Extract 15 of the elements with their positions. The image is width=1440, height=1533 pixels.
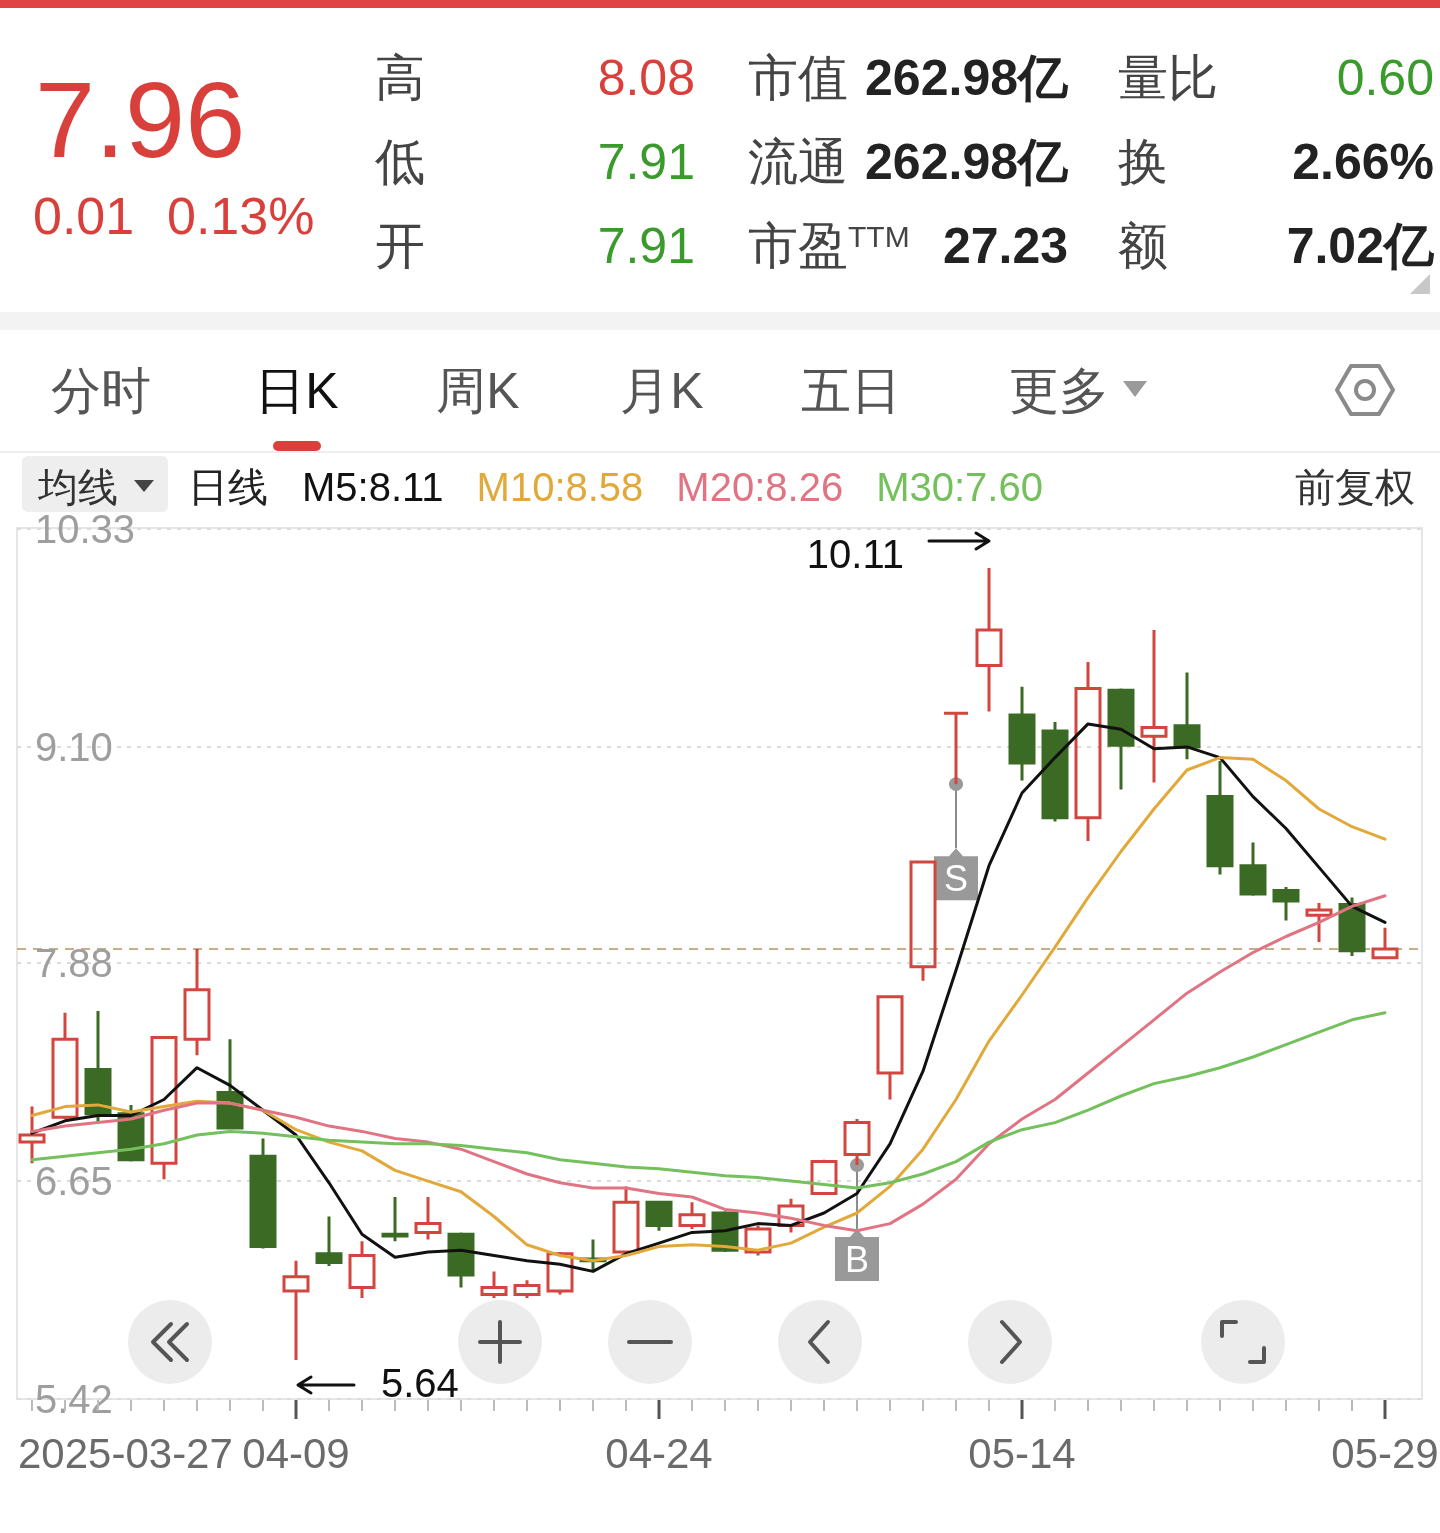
xtick: 05-14 bbox=[968, 1430, 1076, 1477]
ytick: 7.88 bbox=[35, 941, 113, 986]
xtick: 04-24 bbox=[605, 1430, 713, 1477]
ma-menu: 均线 bbox=[38, 465, 118, 509]
xtick: 04-09 bbox=[242, 1430, 350, 1477]
ytick: 6.65 bbox=[35, 1159, 113, 1204]
ytick: 9.10 bbox=[35, 724, 113, 769]
ytick: 10.33 bbox=[35, 507, 136, 551]
adjust-label: 前复权 bbox=[1295, 465, 1415, 509]
note-min: 5.64 bbox=[381, 1361, 459, 1405]
ytick: 5.42 bbox=[35, 1377, 113, 1421]
xtick: 05-29 bbox=[1331, 1430, 1439, 1477]
period-label: 日线 bbox=[188, 465, 268, 509]
note-max: 10.11 bbox=[806, 532, 904, 576]
range-start-date: 2025-03-27 bbox=[18, 1430, 233, 1477]
